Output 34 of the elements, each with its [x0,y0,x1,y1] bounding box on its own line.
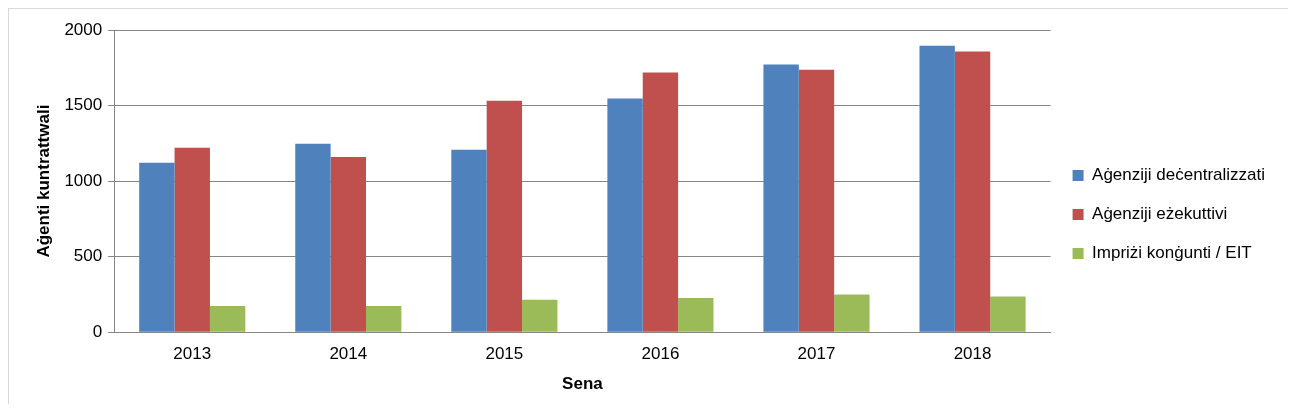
bar [366,305,402,332]
bar [990,296,1026,332]
bar [139,162,175,332]
y-tick-label: 1000 [64,170,103,190]
bar [607,98,643,332]
bar [798,69,835,332]
bar [451,149,487,332]
bar [209,305,246,332]
bar [678,297,714,332]
y-tick-label: 1500 [64,95,103,115]
x-tick-label: 2014 [329,344,368,364]
y-tick-label: 500 [73,246,103,266]
x-tick-label: 2017 [797,344,836,364]
bar [522,299,558,332]
y-tick-label: 2000 [64,19,103,39]
y-axis-title: Aġenti kuntrattwali [33,104,53,258]
x-tick-label: 2013 [173,344,212,364]
bar [642,72,679,332]
bar [834,294,870,332]
bar [763,64,799,332]
bar [330,157,366,332]
x-tick-label: 2018 [953,344,992,364]
bar [486,100,523,332]
bar [954,51,991,332]
legend-label: Aġenziji eżekuttivi [1092,204,1228,224]
x-tick-label: 2015 [485,344,524,364]
bar [919,45,955,332]
legend-label: Impriżi konġunti / EIT [1092,243,1252,263]
bar [295,143,331,332]
x-axis-title: Sena [562,374,604,394]
legend-label: Aġenziji deċentralizzati [1092,165,1265,185]
y-tick-label: 0 [92,321,103,341]
x-tick-label: 2016 [641,344,680,364]
bar [174,147,210,332]
